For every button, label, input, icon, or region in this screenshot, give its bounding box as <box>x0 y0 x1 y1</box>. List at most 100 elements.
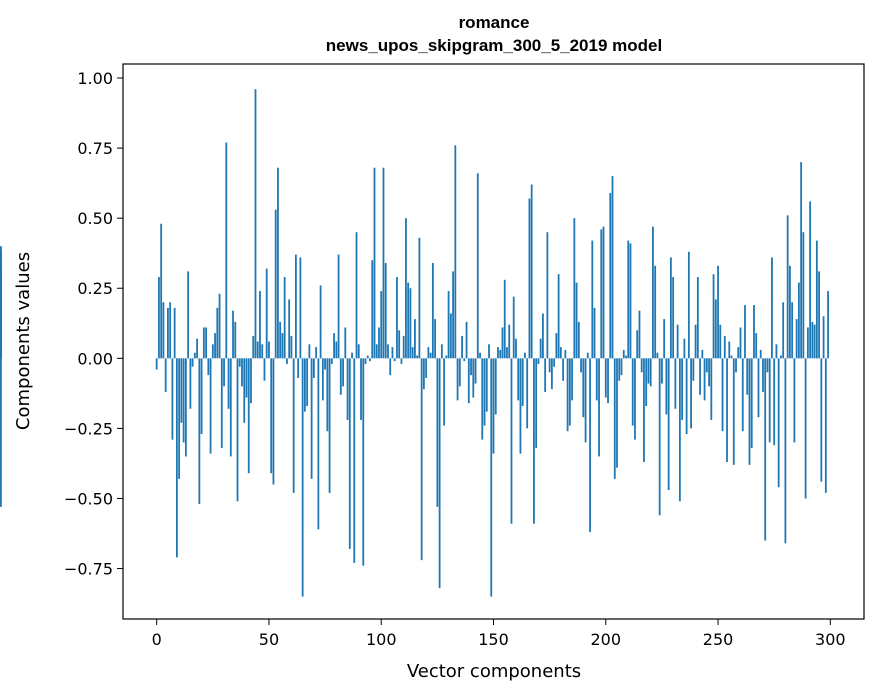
bar <box>295 254 297 359</box>
bar <box>741 358 744 432</box>
bar <box>333 333 335 359</box>
bar <box>360 358 362 420</box>
bar <box>458 358 461 387</box>
bar <box>649 358 652 387</box>
bar <box>216 307 219 359</box>
bar <box>712 274 715 359</box>
bar <box>723 335 726 359</box>
bar <box>449 313 452 359</box>
bar <box>631 358 634 426</box>
bar <box>580 358 582 373</box>
bar <box>708 358 710 387</box>
chart-subtitle: news_upos_skipgram_300_5_2019 model <box>326 36 662 55</box>
bar <box>425 358 428 378</box>
bar <box>263 358 266 381</box>
bar <box>236 358 239 502</box>
bar <box>330 358 333 364</box>
bar <box>732 358 735 465</box>
bar <box>746 358 749 395</box>
bar <box>299 257 302 359</box>
bar <box>593 307 596 359</box>
bar <box>429 352 432 359</box>
plot-frame <box>122 63 865 620</box>
bar <box>198 358 201 505</box>
bar <box>634 358 636 440</box>
bar <box>494 358 497 415</box>
bar <box>158 277 160 359</box>
bar <box>220 358 223 449</box>
bar <box>418 237 421 359</box>
y-axis-ticks: −0.75 −0.50 −0.25 0.00 0.25 0.50 0.75 1.00 <box>64 69 123 579</box>
bar <box>196 338 198 359</box>
y-tick-label: 1.00 <box>77 69 113 88</box>
bar <box>337 254 340 359</box>
bar <box>207 358 210 376</box>
bar <box>479 352 481 359</box>
bar <box>268 341 270 359</box>
bar <box>809 201 812 359</box>
bar <box>793 358 796 443</box>
bar <box>461 335 463 359</box>
bar <box>472 358 475 398</box>
bar <box>243 358 246 423</box>
bar <box>533 358 535 524</box>
y-tick-label: 0.50 <box>77 209 113 228</box>
bar <box>728 341 731 359</box>
bar <box>515 338 517 359</box>
bar <box>687 251 690 359</box>
bar <box>443 358 445 426</box>
bar <box>625 355 627 359</box>
bar <box>492 358 495 454</box>
x-tick-label: 150 <box>478 630 509 649</box>
bar <box>804 358 807 499</box>
bar <box>387 344 389 359</box>
bar <box>380 291 383 359</box>
bar <box>764 358 767 541</box>
bar <box>705 358 708 373</box>
bar <box>369 358 371 362</box>
bar <box>297 358 300 378</box>
y-tick-label: −0.50 <box>64 489 113 508</box>
bar <box>344 327 347 359</box>
bar <box>773 358 776 446</box>
y-tick-label: −0.75 <box>64 560 113 579</box>
x-axis-ticks: 0 50 100 150 200 250 300 <box>152 619 846 649</box>
bar <box>481 358 484 440</box>
bar <box>699 358 701 395</box>
bar <box>431 263 434 359</box>
bar <box>398 330 401 359</box>
bar <box>229 358 232 457</box>
bar <box>306 358 309 406</box>
bar <box>714 299 717 359</box>
bar <box>283 277 286 359</box>
bar <box>654 265 657 359</box>
bar <box>661 358 663 384</box>
bar <box>553 358 556 367</box>
bar <box>600 229 603 359</box>
bar <box>247 358 250 474</box>
bar <box>353 358 356 563</box>
bar <box>465 321 468 359</box>
bar <box>735 358 737 373</box>
bar <box>355 232 358 359</box>
bar <box>223 358 225 387</box>
bar <box>667 358 670 491</box>
bar <box>209 358 212 454</box>
bar <box>568 358 571 426</box>
bar <box>550 358 553 390</box>
bar <box>252 335 255 359</box>
bar <box>467 358 470 404</box>
bar <box>681 358 684 420</box>
bar <box>566 358 569 432</box>
bar <box>265 268 268 359</box>
bar <box>703 358 706 401</box>
y-axis-label: Components values <box>13 252 34 430</box>
bar <box>512 296 515 359</box>
bar <box>701 349 704 359</box>
bar <box>499 349 502 359</box>
bar <box>665 358 668 415</box>
bar <box>602 226 605 359</box>
bar <box>683 338 686 359</box>
bar <box>557 274 560 359</box>
bar <box>245 358 248 398</box>
